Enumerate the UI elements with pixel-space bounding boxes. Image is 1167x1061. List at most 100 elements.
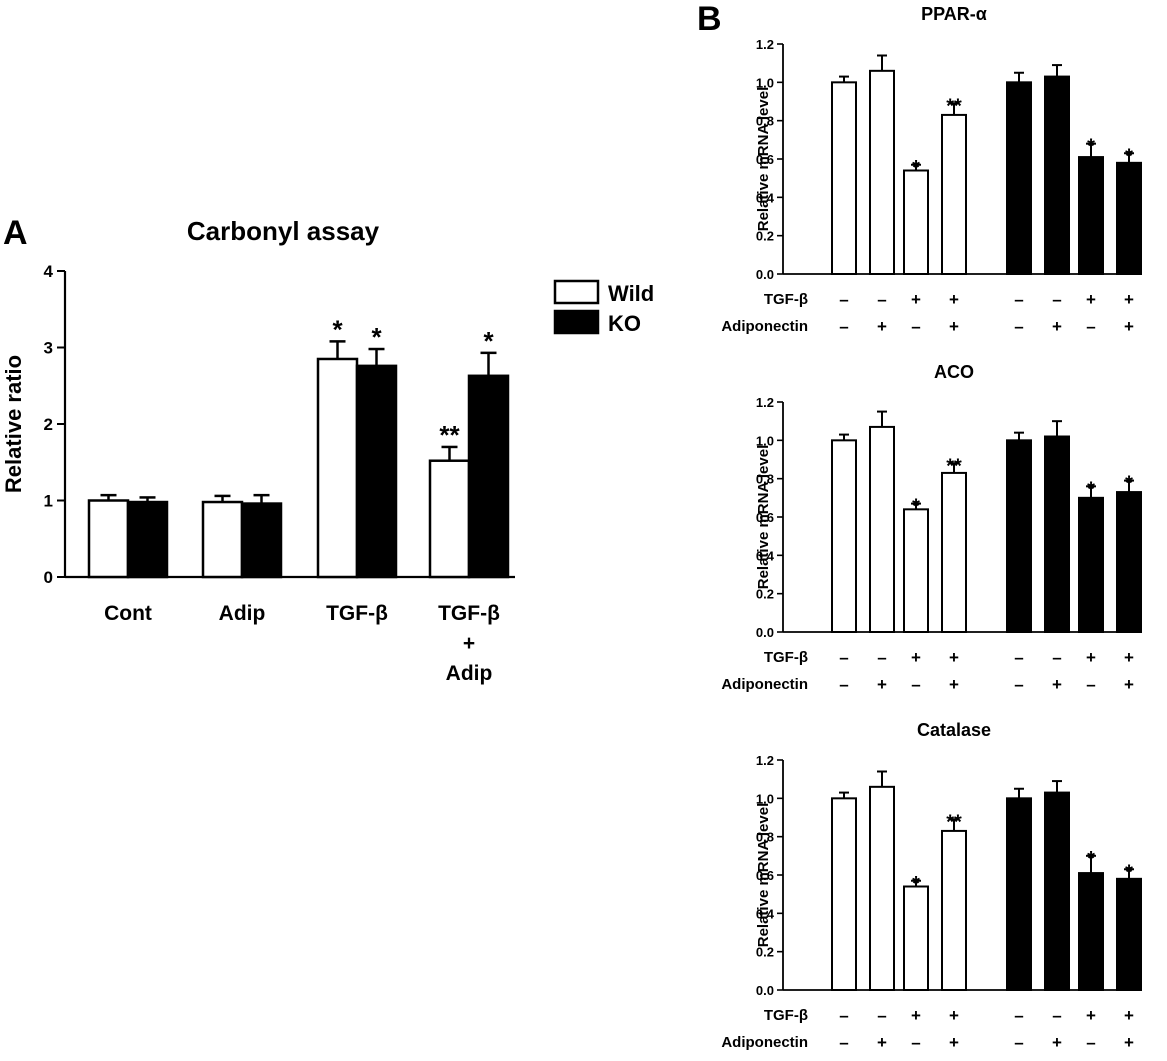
panel-b-chart-2: ACO Relative mRNA level 0.0 0.2 0.4 0.6 0.8 1.0… (721, 362, 1142, 694)
bar-ko (1078, 156, 1104, 275)
legend-label-ko: KO (608, 311, 641, 336)
legend-label-wild: Wild (608, 281, 654, 306)
bar-ko (1078, 496, 1104, 634)
condition-sign: + (911, 290, 921, 309)
error-bar (480, 351, 497, 376)
condition-sign: – (1014, 290, 1023, 309)
y-tick-label: 1.0 (756, 433, 774, 448)
bar-wild (903, 169, 929, 275)
condition-row-label: Adiponectin (721, 1034, 808, 1051)
y-tick-label: 1.0 (756, 75, 774, 90)
condition-sign: – (839, 317, 848, 336)
bar-wild (869, 425, 895, 633)
bar-wild (316, 357, 359, 579)
condition-sign: + (1052, 1033, 1062, 1052)
error-bar (877, 410, 887, 427)
significance-marker: ** (946, 95, 962, 117)
condition-row-label: Adiponectin (721, 676, 808, 693)
condition-sign: – (877, 648, 886, 667)
condition-sign: – (839, 290, 848, 309)
significance-marker: * (332, 314, 343, 344)
error-bar (949, 102, 959, 115)
y-tick-label: 1 (44, 492, 53, 511)
condition-sign: – (877, 290, 886, 309)
bar-wild (428, 459, 471, 579)
y-tick-label: 0 (44, 568, 53, 587)
condition-sign: + (1086, 648, 1096, 667)
y-tick-label: 2 (44, 415, 53, 434)
significance-marker: * (912, 157, 920, 179)
significance-marker: ** (946, 811, 962, 833)
y-tick-label: 0.8 (756, 830, 774, 845)
y-tick-label: 1.2 (756, 395, 774, 410)
significance-marker: ** (946, 455, 962, 477)
significance-marker: ** (439, 420, 460, 450)
bar-wild (903, 508, 929, 634)
error-bar (1052, 64, 1062, 77)
bar-ko (126, 500, 169, 579)
bar-ko (1044, 75, 1070, 276)
bar-wild (87, 499, 130, 579)
bar-ko (1116, 877, 1142, 991)
condition-sign: – (1014, 1006, 1023, 1025)
error-bar (1124, 152, 1134, 163)
y-tick-label: 3 (44, 339, 53, 358)
error-bar (368, 347, 385, 366)
error-bar (1014, 787, 1024, 799)
chart-title: Carbonyl assay (187, 216, 380, 246)
y-tick-label: 0.2 (756, 587, 774, 602)
significance-marker: * (371, 322, 382, 352)
error-bar (1052, 780, 1062, 793)
significance-marker: * (1125, 473, 1133, 495)
bar-ko (1006, 439, 1032, 634)
error-bar (911, 879, 921, 887)
bar-wild (831, 797, 857, 991)
significance-marker: * (1125, 145, 1133, 167)
y-tick-label: 1.2 (756, 37, 774, 52)
significance-marker: * (483, 326, 494, 356)
y-tick-label: 0.8 (756, 114, 774, 129)
chart-title: ACO (934, 362, 974, 382)
condition-sign: + (1124, 1006, 1134, 1025)
bar-ko (467, 374, 510, 579)
condition-sign: – (839, 648, 848, 667)
significance-marker: * (1087, 848, 1095, 870)
error-bar (1086, 485, 1096, 498)
bar-wild (941, 829, 967, 992)
condition-sign: + (1086, 290, 1096, 309)
condition-sign: – (1014, 648, 1023, 667)
bar-wild (941, 471, 967, 633)
error-bar (1124, 868, 1134, 879)
panel-b-chart-3: Catalase Relative mRNA level 0.0 0.2 0.4 0.6 0… (721, 720, 1142, 1052)
significance-marker: * (1087, 478, 1095, 500)
condition-sign: + (877, 675, 887, 694)
bar-ko (1116, 161, 1142, 275)
condition-sign: + (911, 648, 921, 667)
condition-sign: – (1086, 1033, 1095, 1052)
condition-row-label: TGF-β (764, 649, 808, 666)
y-tick-label: 0.0 (756, 267, 774, 282)
x-category-label: TGF-β (326, 602, 388, 625)
y-tick-label: 0.0 (756, 983, 774, 998)
error-bar (911, 163, 921, 171)
bar-ko (1044, 435, 1070, 633)
x-category-label: Adip (219, 602, 266, 625)
x-category-label: Adip (446, 662, 493, 685)
legend-swatch-ko (553, 309, 600, 335)
condition-sign: – (1086, 675, 1095, 694)
chart-title: Catalase (917, 720, 991, 740)
bar-wild (869, 785, 895, 991)
condition-sign: – (877, 1006, 886, 1025)
error-bar (911, 502, 921, 510)
y-tick-label: 0.2 (756, 229, 774, 244)
condition-sign: + (949, 290, 959, 309)
x-category-label: Cont (104, 602, 152, 625)
significance-marker: * (1125, 861, 1133, 883)
y-tick-label: 0.8 (756, 472, 774, 487)
bar-wild (869, 69, 895, 276)
x-category-label: + (463, 632, 475, 655)
condition-sign: + (1052, 675, 1062, 694)
bar-ko (1116, 491, 1142, 634)
condition-sign: – (1052, 648, 1061, 667)
